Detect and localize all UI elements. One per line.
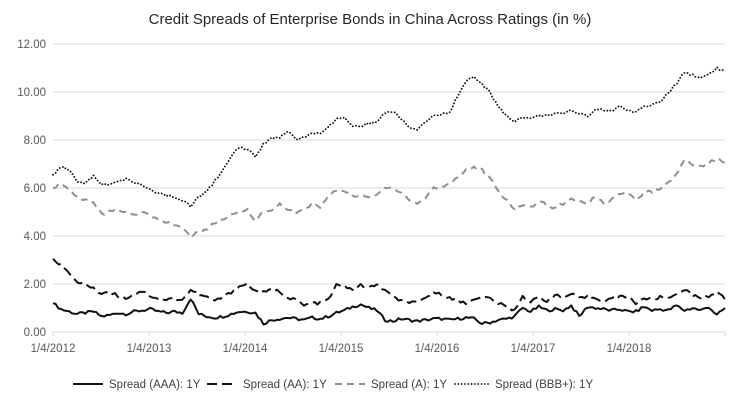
- legend-label-bbb: Spread (BBB+): 1Y: [495, 379, 593, 391]
- legend-label-aaa: Spread (AAA): 1Y: [109, 379, 201, 391]
- y-axis-labels: 12.00 10.00 8.00 6.00 4.00 2.00 0.00: [17, 39, 46, 339]
- x-axis-labels: 1/4/2012 1/4/2013 1/4/2014 1/4/2015 1/4/…: [31, 343, 652, 355]
- y-tick-label: 0.00: [24, 327, 46, 339]
- y-tick-label: 6.00: [24, 183, 46, 195]
- y-tick-label: 2.00: [24, 279, 46, 291]
- x-tick-label: 1/4/2016: [415, 343, 460, 355]
- x-tick-label: 1/4/2014: [223, 343, 268, 355]
- x-tick-label: 1/4/2017: [511, 343, 556, 355]
- x-tick-label: 1/4/2012: [31, 343, 76, 355]
- legend-label-aa: Spread (AA): 1Y: [243, 379, 327, 391]
- series-line-spreadaaay: [52, 298, 726, 326]
- gridlines: [53, 43, 725, 285]
- legend: Spread (AAA): 1Y Spread (AA): 1Y Spread …: [73, 379, 593, 391]
- legend-label-a: Spread (A): 1Y: [371, 379, 447, 391]
- series-line-spreadbbb+y: [52, 66, 726, 209]
- y-tick-label: 4.00: [24, 231, 46, 243]
- plot-area: [52, 66, 726, 326]
- series-line-spreaday: [52, 157, 726, 239]
- series-line-spreadaay: [52, 258, 726, 312]
- x-tick-label: 1/4/2013: [127, 343, 172, 355]
- x-axis: [52, 331, 726, 336]
- y-tick-label: 10.00: [17, 87, 46, 99]
- y-tick-label: 8.00: [24, 135, 46, 147]
- x-tick-label: 1/4/2015: [319, 343, 364, 355]
- y-tick-label: 12.00: [17, 39, 46, 51]
- x-tick-label: 1/4/2018: [607, 343, 652, 355]
- chart-title: Credit Spreads of Enterprise Bonds in Ch…: [149, 11, 592, 28]
